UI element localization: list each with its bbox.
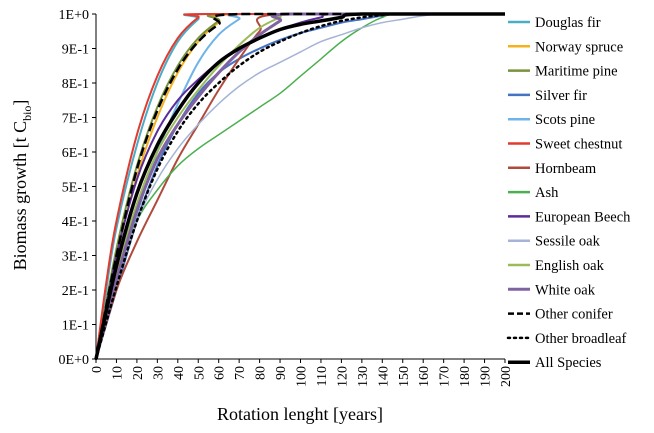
series-line-sessile-oak [95,13,505,360]
series-lines [94,12,507,361]
series-line-maritime-pine [95,12,505,360]
y-tick-label: 6E-1 [62,146,89,161]
series-line-all-species [94,12,505,360]
y-tick-label: 5E-1 [62,181,89,196]
legend-label: Norway spruce [535,39,623,55]
y-tick-label: 9E-1 [62,43,89,58]
legend: Douglas fir Norway spruce Maritime pine Sil… [506,15,631,371]
x-tick-label: 170 [438,366,453,387]
x-tick-label: 70 [233,366,248,380]
y-axis-title: Biomass growth [t Cbio] [10,100,34,271]
x-tick-label: 40 [172,366,187,380]
x-tick-label: 20 [131,366,146,380]
x-tick-label: 180 [458,366,473,387]
x-tick-label: 140 [376,366,391,387]
series-line-other-broadleaf [94,12,507,361]
x-tick-label: 10 [110,366,125,380]
y-tick-label: 1E+0 [59,8,89,23]
y-tick-label: 2E-1 [62,284,89,299]
legend-label: Sweet chestnut [535,137,622,153]
series-line-scots-pine [95,13,505,360]
y-tick-label: 1E-1 [62,319,89,334]
series-line-ash [95,13,505,360]
x-tick-label: 120 [335,366,350,387]
y-axis-title-main: Biomass growth [t C [10,121,30,271]
legend-label: Scots pine [535,112,595,128]
legend-label: European Beech [535,209,631,225]
legend-label: Other conifer [535,307,613,323]
series-line-norway-spruce [95,12,505,360]
x-tick-label: 110 [315,366,330,386]
x-tick-label: 100 [295,366,310,387]
legend-label: Maritime pine [535,64,618,80]
x-tick-label: 190 [479,366,494,387]
series-line-hornbeam [95,13,505,360]
series-line-european-beech [95,12,505,360]
y-axis-title-subscript: bio [20,106,34,121]
series-line-other-conifer [94,12,505,360]
legend-label: Ash [535,185,559,201]
x-tick-label: 90 [274,366,289,380]
x-tick-label: 200 [499,366,514,387]
series-line-white-oak [94,12,505,360]
legend-label: Other broadleaf [535,331,627,347]
x-tick-label: 0 [90,366,105,373]
legend-label: Hornbeam [535,161,597,177]
x-tick-label: 80 [254,366,269,380]
x-tick-label: 60 [213,366,228,380]
series-line-english-oak [95,13,505,360]
series-line-sweet-chestnut [95,12,505,360]
y-axis-title-end: ] [10,100,30,106]
legend-label: Douglas fir [535,15,601,31]
series-line-silver-fir [95,12,505,360]
y-tick-label: 4E-1 [62,215,89,230]
x-tick-label: 130 [356,366,371,387]
legend-label: Sessile oak [535,234,601,250]
series-line-douglas-fir [95,12,505,360]
x-tick-label: 150 [397,366,412,387]
x-tick-label: 50 [192,366,207,380]
y-tick-label: 3E-1 [62,250,89,265]
legend-label: All Species [535,355,602,371]
x-tick-label: 30 [151,366,166,380]
y-tick-label: 7E-1 [62,112,89,127]
y-tick-label: 0E+0 [59,353,89,368]
x-axis-title: Rotation lenght [years] [217,404,383,424]
legend-label: English oak [535,258,605,274]
legend-label: White oak [535,282,596,298]
y-tick-label: 8E-1 [62,77,89,92]
legend-label: Silver fir [535,88,587,104]
axes: 0E+0 1E-1 2E-1 3E-1 4E-1 5E-1 6E-1 7E-1 8E-1 9E-1… [59,8,514,387]
x-tick-label: 160 [417,366,432,387]
